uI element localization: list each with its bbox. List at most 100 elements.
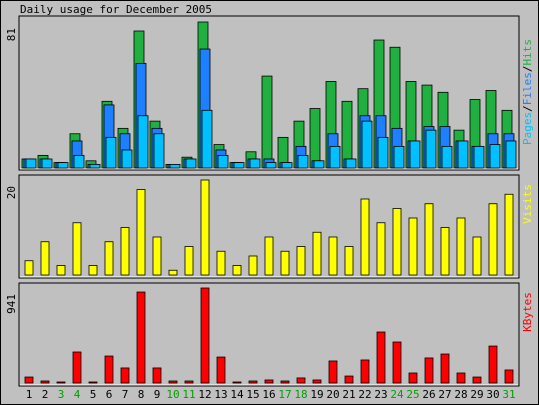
legend-separator: / (521, 105, 534, 112)
bar (296, 246, 306, 276)
bar (360, 359, 370, 384)
bar (136, 291, 146, 384)
bar (216, 250, 226, 276)
x-tick-label: 16 (262, 388, 275, 401)
bar (473, 145, 485, 169)
x-tick-label: 23 (374, 388, 387, 401)
bar (344, 375, 354, 384)
x-tick-label: 30 (486, 388, 499, 401)
bar (472, 376, 482, 384)
x-tick-label: 6 (106, 388, 113, 401)
bar (296, 377, 306, 384)
bar (441, 145, 453, 169)
bar (168, 380, 178, 384)
bar (360, 198, 370, 276)
panel-frame (18, 282, 520, 387)
bar (249, 158, 261, 169)
bar (392, 208, 402, 276)
bar (264, 236, 274, 276)
bar (281, 162, 293, 169)
bar (261, 75, 273, 169)
bar (440, 353, 450, 384)
bar (216, 356, 226, 384)
bar (153, 133, 165, 169)
bar (88, 265, 98, 276)
bar (104, 355, 114, 384)
bar (57, 162, 69, 169)
bar (168, 269, 178, 276)
bar (280, 250, 290, 276)
y-tick-label: 20 (5, 186, 18, 199)
bar (40, 380, 50, 384)
legend-entry: Pages (521, 112, 534, 145)
legend-separator: / (521, 66, 534, 73)
bar (312, 379, 322, 384)
bar (312, 231, 322, 276)
x-tick-label: 13 (214, 388, 227, 401)
bar (136, 189, 146, 276)
bar (41, 158, 53, 169)
bar (377, 136, 389, 169)
x-tick-label: 26 (422, 388, 435, 401)
bar (120, 227, 130, 276)
bar (344, 246, 354, 276)
bar (309, 108, 321, 169)
y-tick-label: 81 (5, 28, 18, 41)
bar (104, 241, 114, 276)
bar (184, 246, 194, 276)
bar (25, 158, 37, 169)
bar (89, 163, 101, 169)
x-tick-label: 28 (454, 388, 467, 401)
x-tick-label: 27 (438, 388, 451, 401)
x-tick-label: 20 (326, 388, 339, 401)
bar (217, 154, 229, 169)
x-tick-label: 18 (294, 388, 307, 401)
x-tick-label: 10 (166, 388, 179, 401)
x-tick-label: 15 (246, 388, 259, 401)
legend-entry: KBytes (521, 292, 534, 332)
bar (56, 381, 66, 384)
bar (345, 158, 357, 169)
bar (361, 120, 373, 169)
x-tick-label: 19 (310, 388, 323, 401)
bar (121, 149, 133, 169)
bar (185, 158, 197, 169)
bar (152, 236, 162, 276)
bar (456, 217, 466, 276)
bar (440, 227, 450, 276)
x-tick-label: 4 (74, 388, 81, 401)
x-tick-label: 24 (390, 388, 404, 401)
bar (200, 179, 210, 276)
bar (88, 381, 98, 384)
bar (72, 222, 82, 276)
bar (457, 140, 469, 169)
bar (105, 136, 117, 169)
bar (424, 203, 434, 276)
x-tick-label: 29 (470, 388, 483, 401)
bar (24, 376, 34, 384)
bar (248, 380, 258, 384)
bar (376, 331, 386, 384)
x-tick-label: 2 (42, 388, 49, 401)
bar (393, 145, 405, 169)
bar (248, 255, 258, 276)
x-tick-label: 8 (138, 388, 145, 401)
bar (232, 381, 242, 384)
legend-entry: Visits (521, 184, 534, 224)
x-tick-label: 5 (90, 388, 97, 401)
bar (233, 162, 245, 169)
bar (120, 367, 130, 384)
x-tick-label: 21 (342, 388, 355, 401)
bar (329, 145, 341, 169)
x-tick-label: 1 (26, 388, 33, 401)
x-tick-label: 25 (406, 388, 419, 401)
legend-entry: Files (521, 72, 534, 105)
bar (280, 380, 290, 384)
x-tick-label: 9 (154, 388, 161, 401)
x-tick-label: 7 (122, 388, 129, 401)
bar (409, 140, 421, 169)
bar (504, 369, 514, 384)
bar (408, 217, 418, 276)
bar (376, 222, 386, 276)
